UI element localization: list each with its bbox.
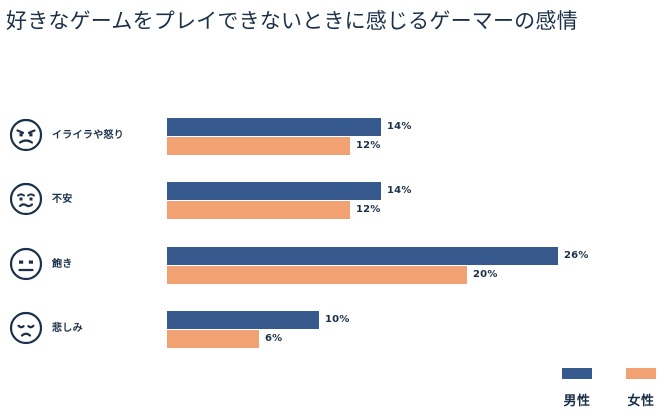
bar-male [167,118,381,136]
bar-value-female: 12% [356,204,381,215]
bar-pair: 14% 12% [167,182,667,222]
bar-male [167,182,381,200]
legend-label-female: 女性 [627,394,655,409]
category-label: 悲しみ [52,323,83,334]
neutral-face-icon [8,246,44,282]
bar-female [167,201,350,219]
bar-value-female: 12% [356,140,381,151]
bar-value-male: 14% [387,121,412,132]
bar-value-male: 26% [564,250,589,261]
category-label: 不安 [52,194,73,205]
plot-area: イライラや怒り 14% 12% [0,105,670,360]
bar-pair: 10% 6% [167,311,667,351]
category-label: 飽き [52,259,73,270]
sad-face-icon [8,310,44,346]
category-label: イライラや怒り [52,130,125,141]
bar-group: 不安 14% 12% [0,179,670,226]
bar-female [167,137,350,155]
legend-item-female[interactable]: 女性 [617,368,665,409]
bar-value-female: 20% [473,269,498,280]
legend-swatch-female [626,368,656,379]
legend-item-male[interactable]: 男性 [553,368,601,409]
worried-face-icon [8,181,44,217]
bar-value-male: 10% [325,314,350,325]
bar-pair: 14% 12% [167,118,667,158]
bar-group: イライラや怒り 14% 12% [0,115,670,162]
legend-swatch-male [562,368,592,379]
bar-female [167,330,259,348]
bar-group: 悲しみ 10% 6% [0,308,670,355]
bar-female [167,266,467,284]
angry-face-icon [8,117,44,153]
chart-title: 好きなゲームをプレイできないときに感じるゲーマーの感情 [6,9,578,33]
bar-value-female: 6% [265,333,283,344]
chart-legend: 男性 女性 [545,368,670,418]
bar-value-male: 14% [387,185,412,196]
bar-male [167,311,319,329]
bar-male [167,247,558,265]
bar-group: 飽き 26% 20% [0,244,670,291]
bar-pair: 26% 20% [167,247,667,287]
legend-label-male: 男性 [563,394,591,409]
